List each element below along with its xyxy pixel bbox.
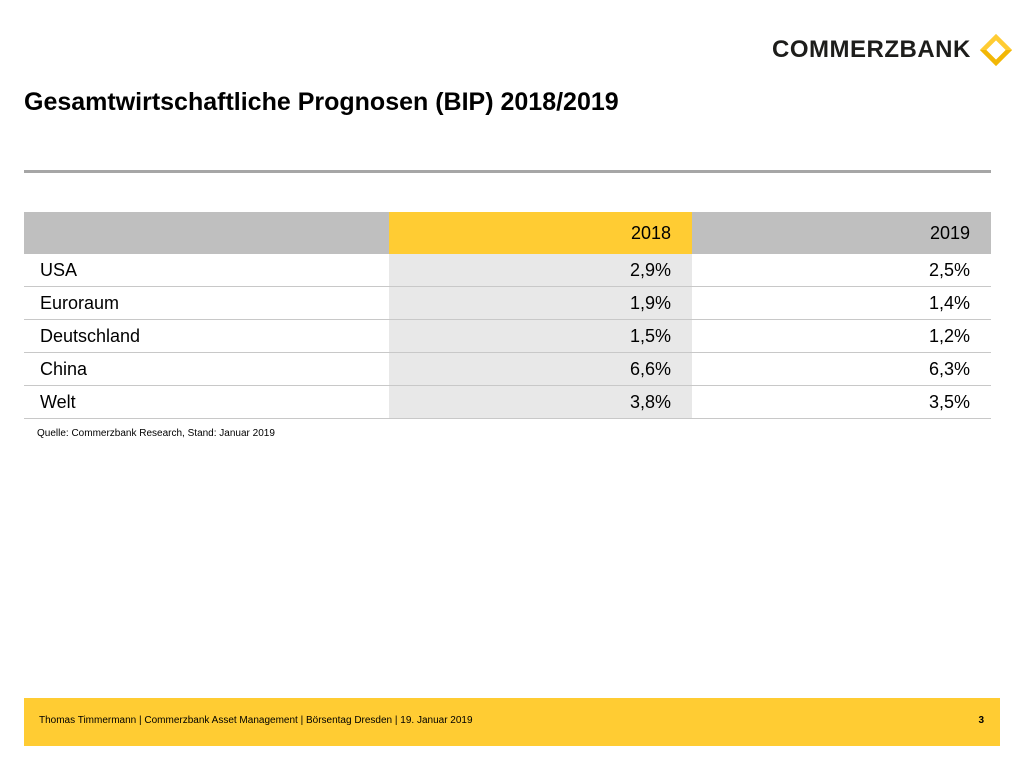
table-row: China 6,6% 6,3%	[24, 352, 991, 386]
value-2018: 6,6%	[389, 352, 692, 386]
value-2018: 3,8%	[389, 385, 692, 419]
footer-text: Thomas Timmermann | Commerzbank Asset Ma…	[39, 715, 473, 726]
value-2018: 1,9%	[389, 286, 692, 320]
brand-name: COMMERZBANK	[772, 36, 971, 63]
page-title: Gesamtwirtschaftliche Prognosen (BIP) 20…	[24, 88, 619, 116]
table-row: Welt 3,8% 3,5%	[24, 385, 991, 419]
row-label: Euroraum	[24, 286, 389, 320]
value-2019: 6,3%	[692, 352, 991, 386]
row-label: Deutschland	[24, 319, 389, 353]
source-note: Quelle: Commerzbank Research, Stand: Jan…	[37, 428, 275, 439]
brand-logo: COMMERZBANK	[772, 30, 1015, 70]
table-row: Deutschland 1,5% 1,2%	[24, 319, 991, 353]
header-2019: 2019	[692, 212, 991, 254]
row-label: USA	[24, 254, 389, 287]
value-2018: 1,5%	[389, 319, 692, 353]
value-2019: 1,2%	[692, 319, 991, 353]
table-row: USA 2,9% 2,5%	[24, 254, 991, 287]
title-divider	[24, 170, 991, 173]
page-number: 3	[978, 715, 984, 726]
header-label-cell	[24, 212, 389, 254]
header-2018: 2018	[389, 212, 692, 254]
commerzbank-ribbon-icon	[979, 33, 1012, 67]
value-2018: 2,9%	[389, 254, 692, 287]
gdp-forecast-table: 2018 2019 USA 2,9% 2,5% Euroraum 1,9% 1,…	[24, 212, 991, 419]
table-header-row: 2018 2019	[24, 212, 991, 254]
value-2019: 2,5%	[692, 254, 991, 287]
table-row: Euroraum 1,9% 1,4%	[24, 286, 991, 320]
row-label: Welt	[24, 385, 389, 419]
footer-bar: Thomas Timmermann | Commerzbank Asset Ma…	[24, 698, 1000, 746]
row-label: China	[24, 352, 389, 386]
value-2019: 3,5%	[692, 385, 991, 419]
value-2019: 1,4%	[692, 286, 991, 320]
